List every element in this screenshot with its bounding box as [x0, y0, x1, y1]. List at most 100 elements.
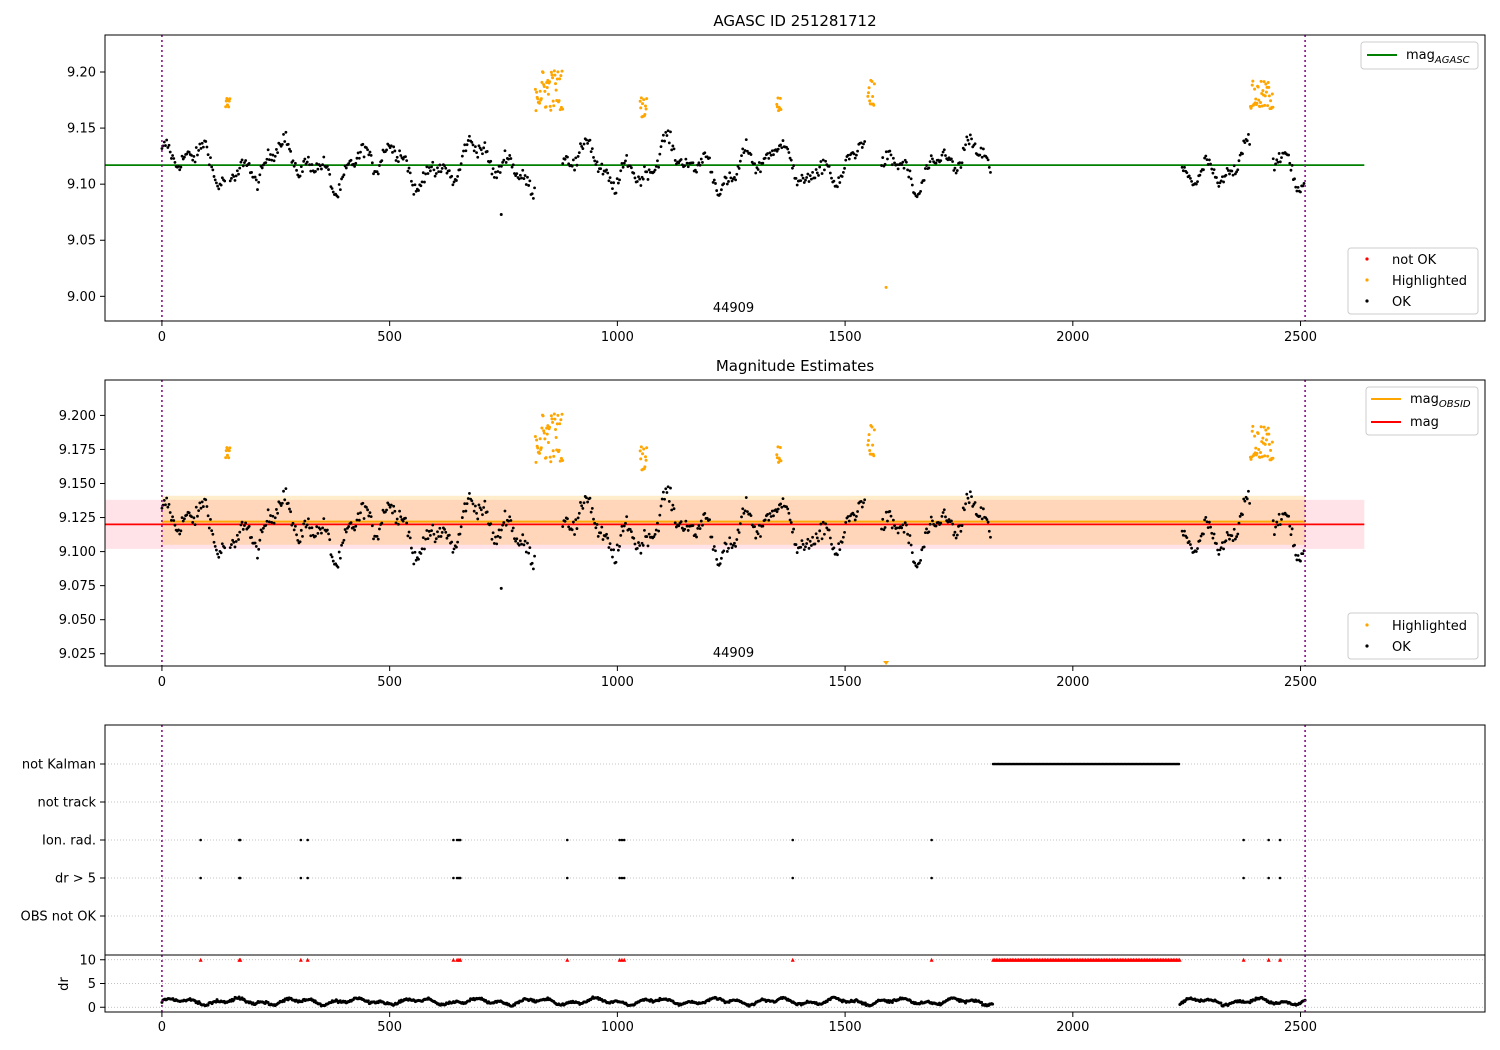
data-point-ok [1294, 553, 1298, 557]
data-point-highlighted [561, 107, 565, 111]
data-point-ok [638, 544, 642, 547]
data-point-ok [388, 505, 392, 509]
data-point-ok [918, 561, 921, 565]
data-point-ok [910, 183, 914, 187]
data-point-ok [907, 175, 911, 179]
flag-point-dr-gt5 [306, 876, 309, 880]
data-point-ok [283, 140, 287, 143]
data-point-ok [282, 489, 285, 493]
data-point-ok [1198, 539, 1202, 543]
data-point-ok [164, 503, 167, 507]
data-point-ok [325, 165, 329, 168]
data-point-ok [437, 170, 441, 174]
data-point-ok [940, 153, 944, 157]
data-point-ok [365, 146, 368, 150]
data-point-ok [177, 528, 180, 532]
data-point-ok [837, 542, 841, 546]
data-point-ok [787, 511, 791, 515]
data-point-ok [601, 538, 605, 541]
data-point-ok [609, 548, 613, 552]
flag-point-dr-gt5 [791, 876, 795, 880]
data-point-ok [563, 519, 567, 523]
data-point-ok [579, 501, 582, 504]
data-point-ok [275, 508, 278, 511]
data-point-ok [774, 508, 778, 512]
dr-point [890, 1001, 894, 1005]
data-point-ok [947, 518, 951, 521]
data-point-ok [1234, 537, 1237, 541]
data-point-ok [958, 524, 962, 527]
data-point-highlighted [1263, 103, 1267, 107]
data-point-ok [389, 144, 393, 148]
data-point-highlighted [643, 465, 647, 469]
data-point-highlighted [868, 99, 872, 103]
data-point-ok [909, 543, 913, 547]
data-point-ok [620, 525, 624, 528]
data-point-ok [1207, 158, 1211, 162]
data-point-ok [325, 528, 329, 532]
data-point-ok [902, 530, 906, 534]
data-point-ok [256, 188, 259, 191]
data-point-ok [766, 512, 769, 516]
data-point-ok [207, 163, 211, 167]
data-point-ok [815, 171, 819, 175]
data-point-ok [759, 170, 762, 174]
data-point-highlighted [227, 449, 231, 453]
data-point-ok [1219, 546, 1223, 549]
flag-point-dr-gt5 [458, 876, 462, 880]
data-point-ok [735, 538, 739, 541]
data-point-ok [736, 164, 740, 168]
data-point-ok [944, 154, 947, 157]
data-point-ok [1236, 168, 1240, 172]
data-point-ok [854, 153, 858, 157]
data-point-ok [800, 539, 804, 543]
data-point-ok [908, 534, 912, 537]
data-point-ok [303, 519, 307, 523]
data-point-ok [821, 520, 825, 524]
data-point-ok [466, 139, 470, 142]
data-point-highlighted [553, 73, 557, 77]
data-point-ok [806, 172, 810, 176]
data-point-ok [925, 527, 928, 531]
data-point-ok [458, 168, 462, 172]
data-point-highlighted [871, 94, 875, 98]
data-point-ok [859, 500, 863, 503]
data-point-ok [235, 169, 239, 173]
data-point-ok [923, 531, 927, 535]
data-point-ok [660, 139, 664, 143]
data-point-ok [941, 150, 945, 154]
data-point-ok [788, 156, 792, 160]
data-point-highlighted [642, 447, 646, 451]
data-point-ok [399, 515, 403, 519]
data-point-ok [1301, 552, 1305, 556]
data-point-ok [434, 537, 438, 541]
data-point-ok [657, 529, 661, 533]
estimate-data-points [160, 412, 1306, 665]
data-point-ok [292, 164, 296, 168]
data-point-ok [1199, 534, 1203, 538]
data-point-ok [408, 536, 412, 540]
data-point-ok [616, 548, 620, 552]
data-point-ok [862, 501, 865, 505]
data-point-ok [737, 167, 741, 170]
data-point-ok [582, 142, 586, 146]
legend-swatch-ok [1365, 299, 1369, 303]
data-point-ok [886, 519, 889, 523]
dr-point [991, 1002, 995, 1006]
flag-labels: not Kalman not track Ion. rad. dr > 5 OBS no… [21, 758, 105, 925]
data-point-ok [630, 166, 633, 170]
x-tick-label: 2000 [1056, 1020, 1089, 1035]
data-point-ok [772, 153, 775, 157]
data-point-ok [640, 541, 644, 545]
data-point-ok [354, 524, 358, 528]
data-point-ok [391, 511, 394, 515]
data-point-ok [657, 165, 661, 169]
data-point-ok [456, 540, 460, 544]
data-point-ok [624, 159, 627, 163]
data-point-ok [666, 485, 670, 489]
legend-swatch-not-ok [1365, 257, 1369, 261]
y-axis: 0 5 10 [79, 953, 105, 1016]
data-point-ok [647, 168, 651, 172]
data-point-highlighted [1250, 83, 1254, 87]
data-point-ok [954, 171, 958, 175]
